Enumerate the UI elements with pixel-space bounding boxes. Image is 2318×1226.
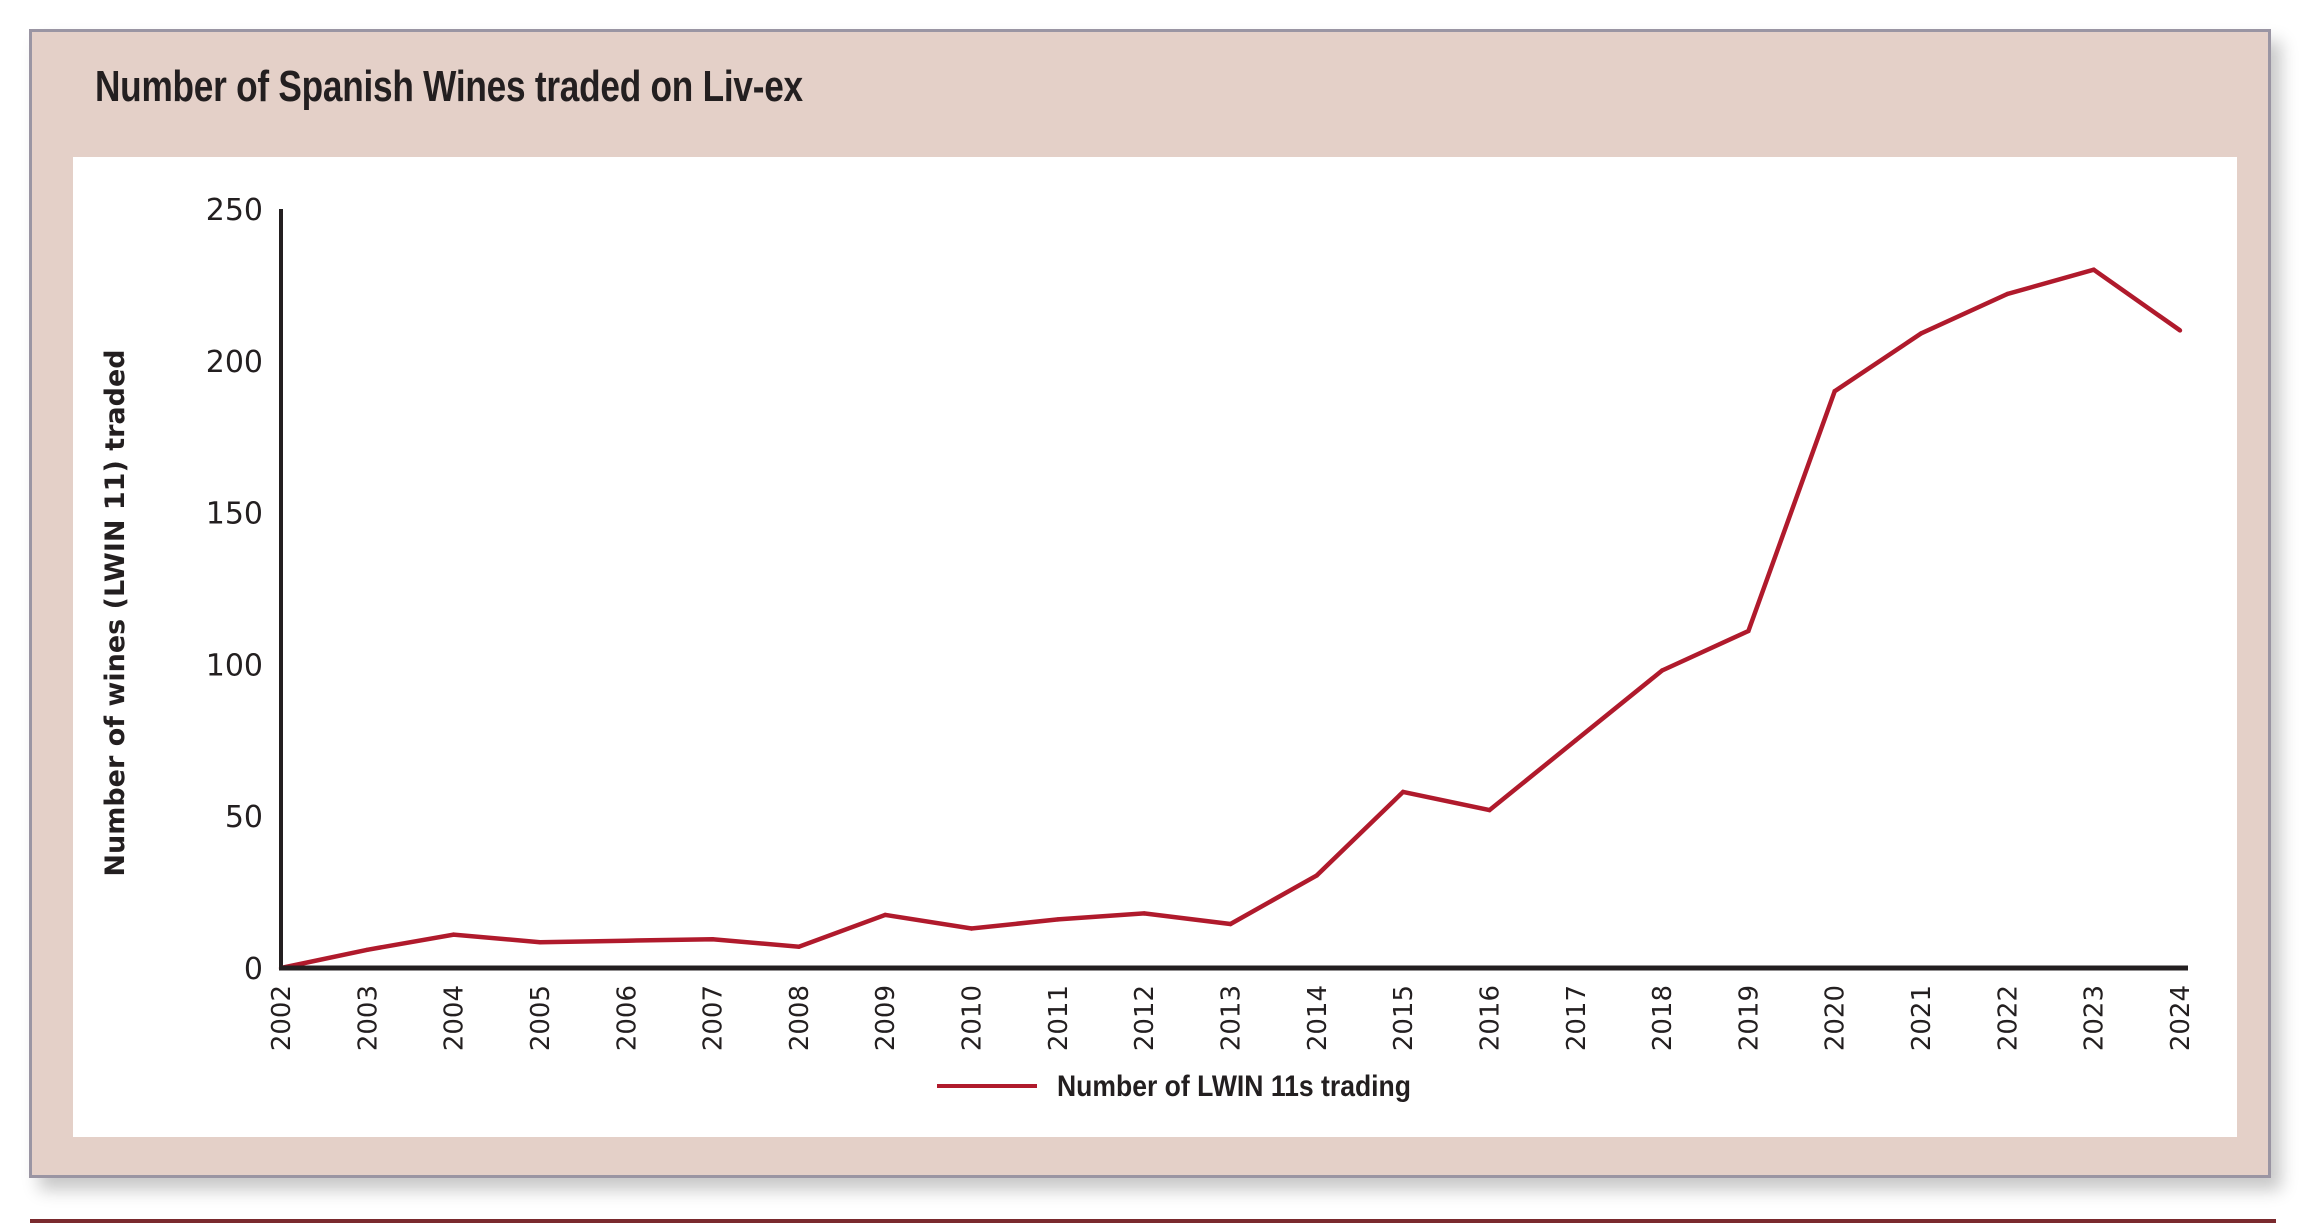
x-tick-label: 2015 [1389,985,1419,1051]
x-tick-label: 2020 [1821,985,1851,1051]
y-tick-label: 100 [206,648,263,683]
y-tick-labels: 0 50 100 150 200 250 [206,193,263,987]
y-tick-label: 50 [225,800,263,835]
data-point-2011 [1055,917,1061,922]
x-tick-label: 2012 [1130,985,1160,1051]
data-point-2012 [1142,911,1147,916]
chart-title: Number of Spanish Wines traded on Liv-ex [95,62,803,111]
data-point-2003 [365,947,370,952]
series-points [278,267,2183,971]
data-point-2010 [969,926,974,931]
x-tick-label: 2017 [1562,985,1592,1051]
y-tick-label: 250 [206,193,263,228]
x-tick-labels: 2002 2003 2004 2005 2006 2007 2008 2009 2010 2011… [267,985,2196,1051]
legend: Number of LWIN 11s trading [937,1070,1411,1103]
data-point-2015 [1400,789,1406,795]
x-tick-label: 2016 [1475,985,1505,1051]
x-tick-label: 2023 [2080,985,2110,1051]
x-tick-label: 2019 [1734,985,1764,1051]
data-point-2022 [2005,291,2010,297]
y-tick-label: 0 [244,952,263,987]
data-point-2016 [1487,807,1492,813]
data-point-2023 [2091,267,2096,272]
x-tick-label: 2018 [1648,985,1678,1051]
data-point-2019 [1746,628,1751,634]
data-point-2007 [710,937,715,942]
data-point-2017 [1573,738,1579,743]
x-tick-label: 2009 [871,985,901,1051]
data-point-2020 [1832,389,1837,394]
x-tick-label: 2022 [1993,985,2023,1051]
x-tick-label: 2010 [958,985,988,1051]
data-point-2009 [883,912,888,918]
legend-label: Number of LWIN 11s trading [1057,1070,1411,1103]
data-point-2004 [451,932,456,937]
x-tick-label: 2013 [1217,985,1247,1051]
data-point-2021 [1918,331,1924,336]
x-tick-label: 2007 [699,985,729,1051]
x-tick-label: 2021 [1907,985,1937,1051]
y-axis-label: Number of wines (LWIN 11) traded [100,349,131,876]
data-point-2013 [1228,921,1233,927]
x-tick-label: 2024 [2166,985,2196,1051]
plot-area [73,157,2237,1137]
data-point-2014 [1314,873,1320,878]
y-tick-label: 150 [206,497,263,532]
data-point-2006 [624,938,629,943]
data-point-2024 [2177,328,2183,333]
bottom-rule [30,1219,2276,1223]
data-point-2008 [796,944,802,949]
x-tick-label: 2002 [267,985,297,1051]
x-tick-label: 2005 [526,985,556,1051]
series-line-lwin11 [280,267,2182,971]
data-point-2005 [537,940,543,945]
x-tick-label: 2003 [353,985,383,1051]
x-tick-label: 2004 [440,985,470,1051]
y-tick-label: 200 [206,345,263,380]
x-tick-label: 2011 [1044,985,1074,1051]
x-tick-label: 2014 [1303,985,1333,1051]
data-point-2018 [1659,668,1665,673]
x-tick-label: 2006 [612,985,642,1051]
x-tick-label: 2008 [785,985,815,1051]
